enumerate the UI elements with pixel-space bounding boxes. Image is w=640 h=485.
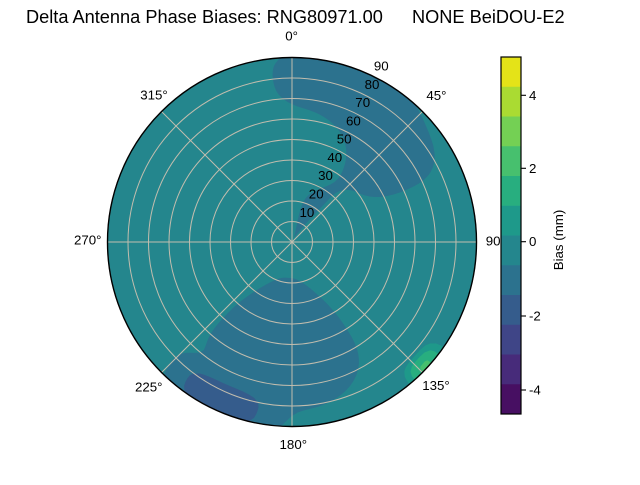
svg-text:80: 80 — [365, 77, 380, 92]
svg-text:-2: -2 — [529, 309, 541, 324]
svg-text:70: 70 — [355, 95, 370, 110]
svg-text:45°: 45° — [426, 88, 446, 103]
svg-text:315°: 315° — [140, 87, 168, 102]
svg-text:50: 50 — [337, 132, 352, 147]
svg-text:4: 4 — [529, 88, 536, 103]
svg-text:-4: -4 — [529, 383, 541, 398]
svg-text:180°: 180° — [280, 437, 308, 452]
svg-text:90: 90 — [374, 59, 389, 74]
svg-text:90: 90 — [486, 234, 501, 249]
svg-text:10: 10 — [300, 205, 315, 220]
svg-text:0°: 0° — [285, 29, 298, 44]
svg-text:NONE BeiDOU-E2: NONE BeiDOU-E2 — [412, 7, 565, 27]
svg-text:0: 0 — [529, 234, 536, 249]
svg-text:135°: 135° — [422, 378, 450, 393]
svg-text:Bias (mm): Bias (mm) — [551, 210, 566, 271]
svg-text:270°: 270° — [74, 233, 102, 248]
svg-text:40: 40 — [327, 150, 342, 165]
svg-text:2: 2 — [529, 161, 536, 176]
svg-text:225°: 225° — [135, 379, 163, 394]
svg-text:30: 30 — [318, 168, 333, 183]
svg-text:60: 60 — [346, 113, 361, 128]
svg-text:Delta Antenna Phase Biases: RN: Delta Antenna Phase Biases: RNG80971.00 — [26, 7, 383, 27]
svg-text:20: 20 — [309, 187, 324, 202]
